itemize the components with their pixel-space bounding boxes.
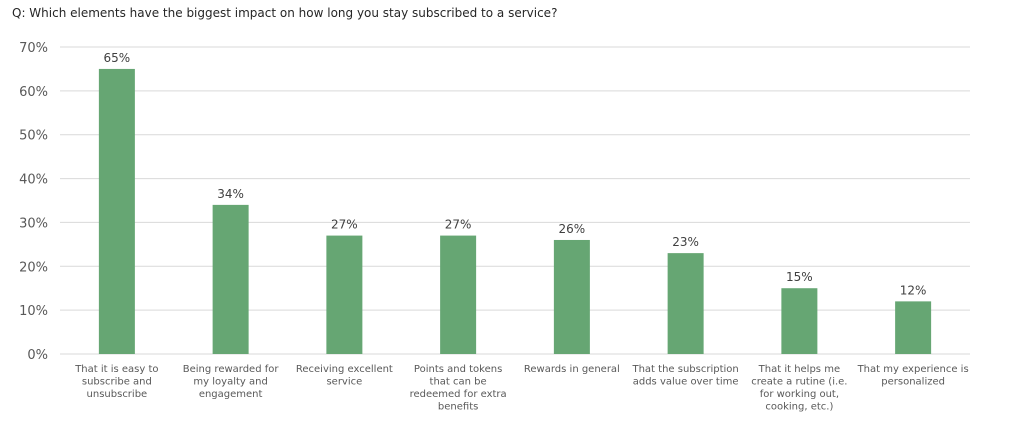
y-tick-label: 50% [19, 129, 48, 144]
data-label: 65% [104, 51, 131, 65]
x-category-label: That the subscription adds value over tim… [631, 364, 738, 388]
data-label: 26% [559, 222, 586, 236]
x-category-label: That it helps me create a rutine (i.e. for… [751, 364, 847, 413]
y-tick-label: 40% [19, 173, 48, 188]
y-tick-label: 20% [19, 260, 48, 275]
x-category-label: Receiving excellent service [296, 364, 393, 388]
y-tick-label: 10% [19, 304, 48, 319]
bar [440, 235, 477, 354]
bar [667, 253, 704, 354]
bar [212, 204, 249, 354]
x-category-label: That my experience is personalized [857, 364, 969, 388]
y-tick-label: 0% [27, 348, 48, 363]
data-label: 34% [217, 187, 244, 201]
data-label: 27% [445, 218, 472, 232]
y-tick-label: 70% [19, 41, 48, 56]
x-category-label: Being rewarded for my loyalty and engageme… [183, 364, 280, 400]
data-label: 27% [331, 218, 358, 232]
y-tick-label: 30% [19, 216, 48, 231]
data-label: 15% [786, 270, 813, 284]
bar [98, 68, 135, 354]
x-category-label: That it is easy to subscribe and unsubscri… [74, 364, 158, 400]
x-category-label: Rewards in general [524, 364, 620, 375]
data-label: 12% [900, 283, 927, 297]
data-label: 23% [672, 235, 699, 249]
chart-title: Q: Which elements have the biggest impac… [12, 6, 558, 20]
bar [895, 301, 932, 354]
bar [553, 239, 590, 354]
bar [781, 288, 818, 354]
bar [326, 235, 363, 354]
x-category-label: Points and tokens that can be redeemed for… [410, 364, 507, 413]
y-tick-label: 60% [19, 85, 48, 100]
